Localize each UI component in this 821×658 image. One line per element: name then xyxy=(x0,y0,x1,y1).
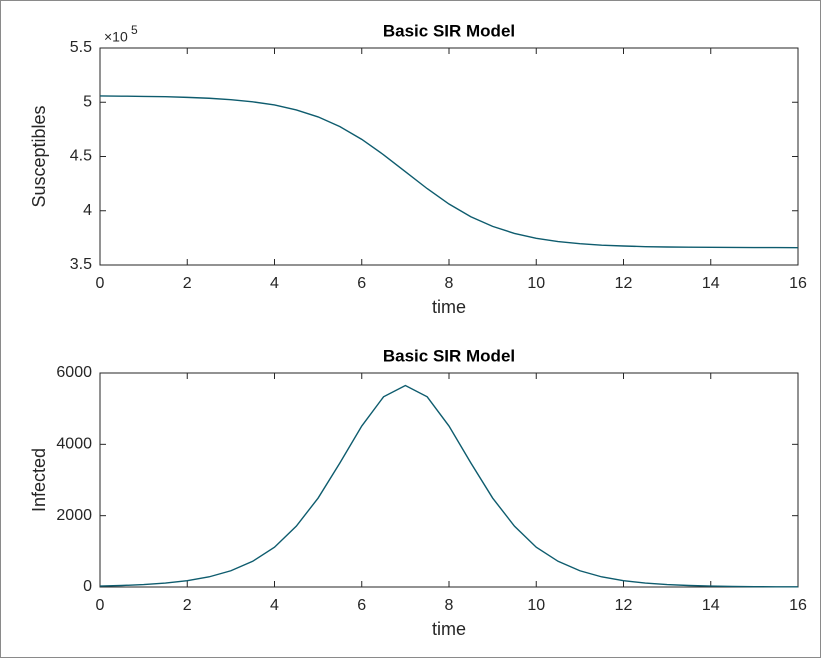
x-tick-label: 16 xyxy=(789,597,807,614)
x-tick-label: 14 xyxy=(702,275,720,292)
x-tick-label: 10 xyxy=(527,275,545,292)
y-tick-label: 4.5 xyxy=(70,148,92,165)
x-tick-label: 6 xyxy=(357,597,366,614)
y-tick-label: 5.5 xyxy=(70,39,92,56)
x-tick-label: 12 xyxy=(615,597,633,614)
x-tick-label: 4 xyxy=(270,275,279,292)
x-axis-label: time xyxy=(432,619,466,639)
x-tick-label: 10 xyxy=(527,597,545,614)
x-tick-label: 6 xyxy=(357,275,366,292)
data-line xyxy=(99,384,799,588)
x-tick-label: 14 xyxy=(702,597,720,614)
y-tick-label: 6000 xyxy=(56,364,92,381)
axes-box xyxy=(99,372,799,588)
x-tick-label: 8 xyxy=(445,597,454,614)
y-tick-label: 4000 xyxy=(56,436,92,453)
y-tick-label: 4 xyxy=(83,202,92,219)
x-tick-label: 2 xyxy=(183,597,192,614)
data-line xyxy=(99,95,799,249)
x-tick-label: 12 xyxy=(615,275,633,292)
y-tick-label: 5 xyxy=(83,93,92,110)
x-tick-label: 4 xyxy=(270,597,279,614)
x-tick-label: 0 xyxy=(96,275,105,292)
y-multiplier-exponent: 5 xyxy=(131,23,138,37)
y-tick-label: 3.5 xyxy=(70,256,92,273)
x-tick-label: 0 xyxy=(96,597,105,614)
axes-box xyxy=(99,47,799,266)
y-tick-label: 2000 xyxy=(56,507,92,524)
x-tick-label: 2 xyxy=(183,275,192,292)
y-tick-label: 0 xyxy=(83,578,92,595)
y-axis-label: Susceptibles xyxy=(29,105,49,207)
chart-title: Basic SIR Model xyxy=(383,346,515,365)
chart-title: Basic SIR Model xyxy=(383,21,515,40)
y-multiplier: ×10 xyxy=(104,29,128,45)
y-axis-label: Infected xyxy=(29,448,49,512)
x-tick-label: 8 xyxy=(445,275,454,292)
x-axis-label: time xyxy=(432,297,466,317)
x-tick-label: 16 xyxy=(789,275,807,292)
